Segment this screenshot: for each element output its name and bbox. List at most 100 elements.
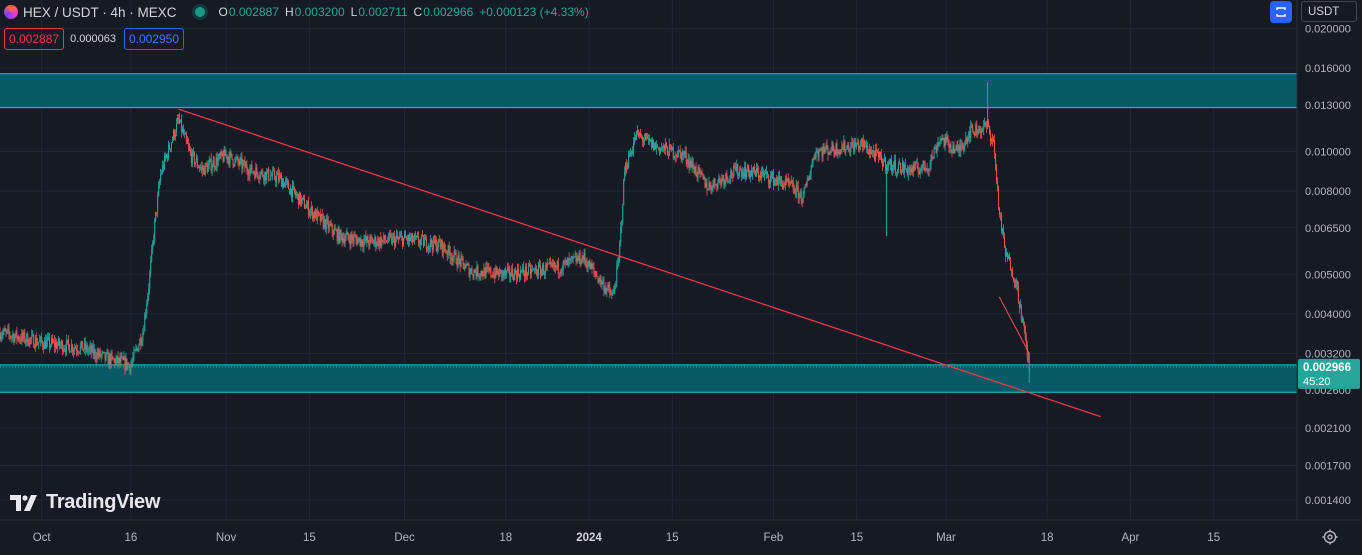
candle-body [453,250,455,258]
candle-body [997,180,999,188]
candle-body [1021,319,1023,321]
candle-body [790,181,792,184]
candle-body [212,160,214,167]
candle-body [825,145,827,149]
candle-body [867,144,869,154]
candle-body [125,358,127,370]
candle-body [293,185,295,187]
candle-body [856,143,858,147]
compare-button[interactable] [1270,1,1292,23]
candle-body [995,154,997,166]
candle-body [231,153,233,160]
candle-body [258,177,260,179]
candle-body [361,239,363,245]
trendline[interactable] [178,108,1101,418]
candle-body [479,275,481,277]
price-tick-label: 0.001700 [1305,461,1351,473]
zone-support[interactable] [0,364,1297,393]
candle-body [692,161,694,168]
candle-body [765,172,767,174]
candle-body [942,138,944,140]
price-scale[interactable]: 0.020000 0.016000 0.013000 0.010000 0.008000… [1296,0,1362,555]
candle-body [502,271,504,277]
price-scale-bg [1297,0,1362,555]
candle-body [778,176,780,180]
candle-body [786,178,788,182]
candle-body [448,245,450,252]
symbol-title[interactable]: HEX / USDT · 4h · MEXC [23,4,177,20]
settings-gear-icon[interactable] [1321,528,1339,546]
tradingview-logo[interactable]: TradingView [10,491,160,514]
candle-body [652,140,654,151]
candle-body [330,223,332,226]
candle-body [60,341,62,345]
sell-button[interactable]: 0.002887 [4,28,65,50]
candle-body [788,182,790,183]
candle-body [958,145,960,151]
candle-body [74,347,76,349]
candle-body [927,169,929,171]
candle-body [551,264,553,267]
candle-body [233,165,235,166]
support-resistance-zones[interactable] [0,73,1297,393]
candle-body [37,343,39,346]
candle-body [691,161,693,168]
candle-body [153,239,155,243]
candle-body [875,149,877,160]
candle-body [464,267,466,270]
candle-body [662,145,664,147]
candle-body [1023,322,1025,328]
candle-body [678,149,680,151]
candle-body [332,231,334,235]
trendline-layer[interactable] [0,108,1297,418]
candle-body [250,164,252,170]
candle-body [452,257,454,261]
candle-body [55,342,57,347]
candle-body [614,287,616,290]
candle-body [146,304,148,314]
last-price-label[interactable] [1298,358,1360,389]
zone-resistance[interactable] [0,73,1297,108]
candle-body [922,160,924,166]
candle-body [828,151,830,155]
candle-body [183,133,185,135]
candle-body [169,144,171,149]
candle-body [886,166,888,170]
candle-body [300,198,302,205]
candle-body [95,357,97,360]
candle-body [839,149,841,155]
candle-body [789,182,791,184]
candle-body [600,276,602,285]
candle-body [302,197,304,199]
candle-body [56,342,58,349]
buy-button[interactable]: 0.002950 [123,28,185,50]
candle-body [630,152,632,157]
time-scale[interactable]: Oct 16 Nov 15 Dec 18 2024 15 Feb 15 Mar 18 Apr 15 [0,519,1362,555]
candle-body [145,313,147,315]
candle-body [711,189,713,190]
candle-body [937,143,939,147]
candle-body [1000,213,1002,215]
currency-select[interactable]: USDT [1301,1,1357,22]
candle-body [395,238,397,246]
candle-body [375,237,377,247]
candle-body [772,172,774,186]
price-tick-label: 0.016000 [1305,63,1351,75]
candle-body [14,336,16,342]
price-tick-label: 0.020000 [1305,24,1351,36]
candle-body [770,175,772,177]
candle-body [276,175,278,182]
candle-body [396,235,398,239]
candle-body [107,352,109,365]
candle-body [608,284,610,288]
candle-body [511,269,513,277]
candle-body [424,237,426,240]
candle-body [159,181,161,187]
trading-panel: 0.002887 0.000063 0.002950 [4,28,185,50]
time-tick-label: Oct [33,532,52,544]
candle-body [423,239,425,247]
price-tick-label: 0.005000 [1305,269,1351,281]
candle-body [192,151,194,153]
candle-body [364,236,366,241]
